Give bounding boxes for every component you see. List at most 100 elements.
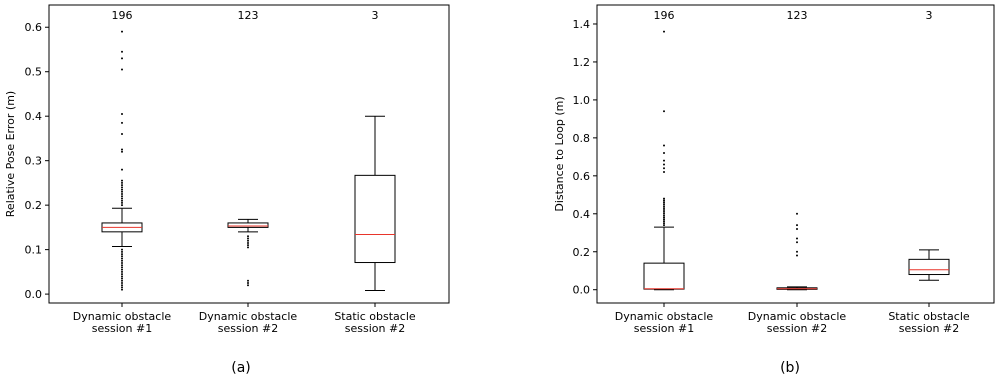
outlier-point: [663, 163, 665, 166]
y-tick-label: 0.3: [25, 155, 43, 168]
x-tick-label-line: session #2: [767, 322, 827, 335]
y-tick-label: 1.4: [573, 18, 591, 31]
axes-frame: [596, 4, 995, 304]
outlier-point: [121, 261, 123, 264]
x-tick-label-line: session #2: [345, 322, 405, 335]
count-label: 196: [112, 9, 133, 22]
x-tick-label-line: Dynamic obstacle: [748, 310, 847, 323]
x-tick-label-line: session #2: [218, 322, 278, 335]
x-tick-label-line: session #1: [92, 322, 152, 335]
outlier-point: [121, 248, 123, 251]
outlier-point: [796, 241, 798, 244]
outlier-point: [663, 171, 665, 174]
outlier-point: [796, 212, 798, 215]
outlier-point: [247, 241, 249, 244]
outlier-point: [663, 210, 665, 213]
box-group: [908, 249, 950, 281]
outlier-point: [247, 279, 249, 282]
panel-a: 0.0 0.1 0.2 0.3 0.4 0.5 0.6 Relative Pose Error…: [4, 4, 450, 335]
box-group: [776, 212, 818, 291]
outlier-point: [121, 284, 123, 287]
outlier-point: [796, 250, 798, 253]
y-tick-label: 0.6: [573, 170, 591, 183]
outlier-point: [663, 144, 665, 147]
box-iqr: [908, 258, 950, 276]
y-tick-label: 0.1: [25, 244, 43, 257]
x-tick-label-line: Dynamic obstacle: [199, 310, 298, 323]
outlier-point: [663, 167, 665, 170]
outlier-point: [121, 250, 123, 253]
outlier-point: [121, 259, 123, 262]
outlier-point: [121, 168, 123, 171]
y-tick-label: 0.5: [25, 66, 43, 79]
count-label: 123: [238, 9, 259, 22]
outlier-point: [247, 284, 249, 287]
outlier-point: [663, 224, 665, 227]
outlier-point: [663, 207, 665, 210]
outlier-point: [121, 270, 123, 273]
outlier-point: [121, 197, 123, 200]
outlier-point: [121, 190, 123, 193]
outlier-point: [121, 179, 123, 182]
outlier-point: [796, 224, 798, 227]
outlier-point: [121, 148, 123, 151]
outlier-point: [663, 110, 665, 113]
y-tick-label: 0.2: [25, 199, 43, 212]
subplot-label-b: (b): [780, 360, 800, 376]
outlier-point: [121, 121, 123, 124]
y-tick-label: 0.2: [573, 246, 591, 259]
outlier-point: [247, 281, 249, 284]
outlier-point: [121, 204, 123, 207]
outlier-point: [121, 199, 123, 202]
box-iqr: [227, 222, 269, 228]
outlier-point: [121, 279, 123, 282]
outlier-point: [663, 222, 665, 225]
y-tick-label: 0.6: [25, 21, 43, 34]
outlier-point: [121, 264, 123, 267]
x-tick-label-line: session #1: [634, 322, 694, 335]
outlier-point: [121, 112, 123, 115]
outlier-point: [247, 237, 249, 240]
outlier-point: [121, 57, 123, 60]
outlier-point: [121, 273, 123, 276]
outlier-point: [121, 257, 123, 260]
outlier-point: [663, 197, 665, 200]
outlier-point: [663, 203, 665, 206]
outlier-point: [663, 152, 665, 155]
outlier-point: [663, 201, 665, 204]
y-tick-label: 1.0: [573, 94, 591, 107]
outlier-point: [663, 214, 665, 217]
x-tick-label-line: Dynamic obstacle: [615, 310, 714, 323]
outlier-point: [121, 30, 123, 33]
outlier-point: [121, 193, 123, 196]
x-tick-label-line: Static obstacle: [334, 310, 416, 323]
x-tick-label: Static obstacle session #2: [888, 310, 970, 335]
outlier-point: [663, 199, 665, 202]
count-label: 196: [654, 9, 675, 22]
outlier-point: [121, 255, 123, 258]
axes-frame: [48, 4, 450, 304]
x-tick-label: Static obstacle session #2: [334, 310, 416, 335]
outlier-point: [121, 268, 123, 271]
y-tick-label: 0.8: [573, 132, 591, 145]
y-tick-label: 0.4: [25, 110, 43, 123]
x-tick-label: Dynamic obstacle session #2: [748, 310, 847, 335]
outlier-point: [796, 254, 798, 257]
y-tick-label: 1.2: [573, 56, 591, 69]
outlier-point: [663, 205, 665, 208]
outlier-point: [121, 286, 123, 289]
y-axis-label: Distance to Loop (m): [553, 96, 566, 211]
count-label: 3: [926, 9, 933, 22]
outlier-point: [663, 216, 665, 219]
outlier-point: [121, 253, 123, 256]
x-tick-label: Dynamic obstacle session #1: [615, 310, 714, 335]
box-iqr: [643, 262, 685, 290]
outlier-point: [663, 212, 665, 215]
outlier-point: [121, 277, 123, 280]
outlier-point: [121, 50, 123, 53]
subplot-label-a: (a): [231, 360, 251, 376]
count-label: 3: [372, 9, 379, 22]
box-group: [643, 30, 685, 291]
outlier-point: [247, 239, 249, 242]
